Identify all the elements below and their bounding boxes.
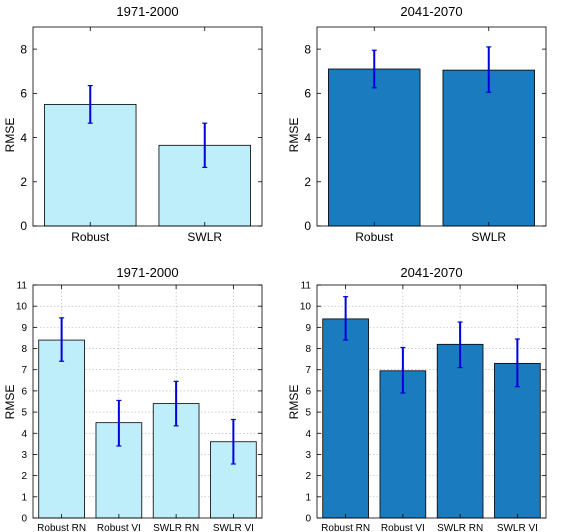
x-tick-label: Robust VI xyxy=(381,523,425,532)
y-tick-label: 6 xyxy=(21,386,27,397)
y-tick-label: 1 xyxy=(21,492,27,503)
bar xyxy=(494,362,541,519)
y-tick-label: 3 xyxy=(21,450,27,461)
chart-title: 2041-2070 xyxy=(400,265,462,280)
x-tick-label: Robust VI xyxy=(97,523,141,532)
x-tick-label: SWLR xyxy=(187,230,222,244)
x-tick-label: Robust xyxy=(71,230,110,244)
chart-title: 1971-2000 xyxy=(116,265,178,280)
bar xyxy=(436,343,484,519)
x-tick-label: SWLR VI xyxy=(213,523,254,532)
axes-frame xyxy=(32,284,263,519)
y-axis-label: RMSE xyxy=(287,118,301,153)
y-tick-label: 3 xyxy=(305,450,311,461)
y-tick-label: 0 xyxy=(304,219,311,233)
y-tick-label: 7 xyxy=(21,365,27,376)
y-tick-label: 1 xyxy=(305,492,311,503)
x-tick-label: SWLR xyxy=(471,230,506,244)
y-tick-label: 6 xyxy=(304,87,311,101)
axes-frame xyxy=(32,26,263,227)
plot-area: 0 2 4 6 8 Robust SWLR xyxy=(304,26,547,244)
y-tick-label: 4 xyxy=(304,131,311,145)
y-tick-label: 8 xyxy=(21,344,27,355)
y-tick-label: 2 xyxy=(304,175,311,189)
bar xyxy=(328,68,421,227)
y-tick-label: 0 xyxy=(20,219,27,233)
y-axis-label: RMSE xyxy=(3,118,17,153)
y-tick-label: 2 xyxy=(20,175,27,189)
y-tick-label: 4 xyxy=(305,429,311,440)
y-tick-label: 8 xyxy=(304,42,311,56)
chart-panel-bottom-right: 2041-2070 RMSE 0 1 2 3 4 5 6 7 8 9 10 11 Robust RN Ro… xyxy=(287,265,547,532)
chart-title: 2041-2070 xyxy=(400,4,462,19)
chart-panel-top-left: 1971-2000 RMSE 0 2 4 6 8 Robust SWLR xyxy=(3,4,263,244)
y-tick-label: 5 xyxy=(21,408,27,419)
y-tick-label: 5 xyxy=(305,408,311,419)
plot-area: 0 1 2 3 4 5 6 7 8 9 10 11 Robust RN Robust VI SWLR RN S… xyxy=(16,281,263,532)
axes-frame xyxy=(316,284,547,519)
bar xyxy=(38,339,85,519)
chart-title: 1971-2000 xyxy=(116,4,178,19)
y-axis-label: RMSE xyxy=(287,385,301,420)
y-axis-label: RMSE xyxy=(3,385,17,420)
y-tick-label: 6 xyxy=(20,87,27,101)
y-tick-label: 11 xyxy=(17,281,28,292)
x-tick-label: SWLR VI xyxy=(497,523,538,532)
y-tick-label: 0 xyxy=(305,514,311,525)
y-tick-label: 0 xyxy=(21,514,27,525)
y-tick-label: 6 xyxy=(305,386,311,397)
bar xyxy=(44,103,137,227)
chart-panel-top-right: 2041-2070 RMSE 0 2 4 6 8 Robust SWLR xyxy=(287,4,547,244)
y-tick-label: 4 xyxy=(21,429,27,440)
axes-frame xyxy=(316,26,547,227)
y-tick-label: 8 xyxy=(305,344,311,355)
y-tick-label: 10 xyxy=(300,302,312,313)
x-tick-label: Robust RN xyxy=(321,523,370,532)
bar xyxy=(442,69,535,227)
x-tick-label: SWLR RN xyxy=(153,523,199,532)
y-tick-label: 8 xyxy=(20,42,27,56)
y-tick-label: 4 xyxy=(20,131,27,145)
x-tick-label: Robust RN xyxy=(37,523,86,532)
chart-panel-bottom-left: 1971-2000 RMSE 0 1 2 3 4 5 6 7 8 9 10 11 Robust RN Ro… xyxy=(3,265,263,532)
y-tick-label: 9 xyxy=(305,323,311,334)
y-tick-label: 2 xyxy=(305,471,311,482)
y-tick-label: 2 xyxy=(21,471,27,482)
plot-area: 0 2 4 6 8 Robust SWLR xyxy=(20,26,263,244)
y-tick-label: 7 xyxy=(305,365,311,376)
x-tick-label: Robust xyxy=(355,230,394,244)
y-tick-label: 9 xyxy=(21,323,27,334)
x-tick-label: SWLR RN xyxy=(437,523,483,532)
y-tick-label: 10 xyxy=(16,302,28,313)
bar xyxy=(322,318,369,519)
plot-area: 0 1 2 3 4 5 6 7 8 9 10 11 Robust RN Robust VI SWLR RN S… xyxy=(300,281,547,532)
y-tick-label: 11 xyxy=(301,281,312,292)
bar xyxy=(379,370,427,519)
